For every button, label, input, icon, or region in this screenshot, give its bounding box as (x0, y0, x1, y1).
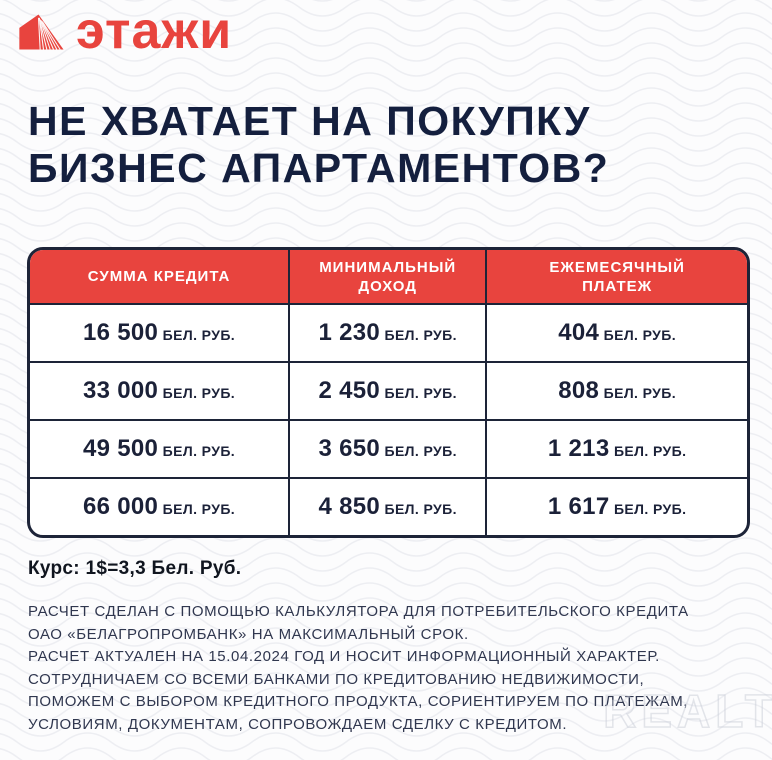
table-row: 33 000 БЕЛ. РУБ. 2 450 БЕЛ. РУБ. 808 БЕЛ… (30, 361, 747, 419)
cell-amount: 49 500 (83, 435, 159, 462)
disclaimer-line: УСЛОВИЯМ, ДОКУМЕНТАМ, СОПРОВОЖДАЕМ СДЕЛК… (28, 715, 568, 733)
table-row: 66 000 БЕЛ. РУБ. 4 850 БЕЛ. РУБ. 1 617 Б… (30, 477, 747, 535)
disclaimer-line: РАСЧЕТ СДЕЛАН С ПОМОЩЬЮ КАЛЬКУЛЯТОРА ДЛЯ… (28, 603, 689, 620)
cell-unit: БЕЛ. РУБ. (613, 443, 687, 459)
cell-credit-sum: 49 500 БЕЛ. РУБ. (30, 419, 289, 477)
cell-amount: 4 850 (318, 493, 381, 520)
cell-amount: 16 500 (83, 319, 159, 346)
cell-unit: БЕЛ. РУБ. (384, 327, 457, 343)
disclaimer-line: РАСЧЕТ АКТУАЛЕН НА 15.04.2024 ГОД И НОСИ… (28, 648, 660, 665)
cell-monthly-payment: 1 213 БЕЛ. РУБ. (485, 419, 747, 477)
cell-unit: БЕЛ. РУБ. (162, 443, 236, 459)
etazhi-house-icon (19, 14, 64, 50)
cell-unit: БЕЛ. РУБ. (162, 501, 236, 517)
cell-amount: 1 230 (318, 319, 381, 346)
exchange-rate-note: Курс: 1$=3,3 Бел. Руб. (28, 558, 242, 579)
cell-amount: 3 650 (318, 435, 381, 462)
cell-unit: БЕЛ. РУБ. (162, 385, 236, 401)
page-title-line2: БИЗНЕС АПАРТАМЕНТОВ? (28, 145, 610, 191)
cell-unit: БЕЛ. РУБ. (603, 385, 677, 401)
cell-amount: 404 (558, 319, 600, 346)
page-title-line1: НЕ ХВАТАЕТ НА ПОКУПКУ (28, 98, 591, 144)
page-title: НЕ ХВАТАЕТ НА ПОКУПКУ БИЗНЕС АПАРТАМЕНТО… (28, 98, 609, 192)
cell-monthly-payment: 404 БЕЛ. РУБ. (485, 303, 747, 361)
column-header-credit-sum: СУММА КРЕДИТА (30, 250, 289, 303)
cell-unit: БЕЛ. РУБ. (162, 327, 236, 343)
cell-min-income: 1 230 БЕЛ. РУБ. (288, 303, 486, 361)
cell-amount: 808 (558, 377, 600, 404)
cell-unit: БЕЛ. РУБ. (384, 385, 457, 401)
column-header-min-income: МИНИМАЛЬНЫЙ ДОХОД (288, 250, 486, 303)
brand-logo: этажи (16, 2, 233, 60)
cell-unit: БЕЛ. РУБ. (603, 327, 677, 343)
table-row: 16 500 БЕЛ. РУБ. 1 230 БЕЛ. РУБ. 404 БЕЛ… (30, 303, 747, 361)
table-row: 49 500 БЕЛ. РУБ. 3 650 БЕЛ. РУБ. 1 213 Б… (30, 419, 747, 477)
cell-min-income: 4 850 БЕЛ. РУБ. (288, 477, 486, 535)
brand-name: этажи (76, 2, 233, 60)
cell-credit-sum: 66 000 БЕЛ. РУБ. (30, 477, 289, 535)
cell-amount: 66 000 (83, 493, 159, 520)
table-header-row: СУММА КРЕДИТА МИНИМАЛЬНЫЙ ДОХОД ЕЖЕМЕСЯЧ… (30, 250, 747, 303)
cell-unit: БЕЛ. РУБ. (384, 443, 457, 459)
column-header-monthly-payment: ЕЖЕМЕСЯЧНЫЙ ПЛАТЕЖ (485, 250, 747, 303)
disclaimer-line: ПОМОЖЕМ С ВЫБОРОМ КРЕДИТНОГО ПРОДУКТА, С… (28, 693, 689, 710)
cell-monthly-payment: 808 БЕЛ. РУБ. (485, 361, 747, 419)
cell-credit-sum: 33 000 БЕЛ. РУБ. (30, 361, 289, 419)
cell-credit-sum: 16 500 БЕЛ. РУБ. (30, 303, 289, 361)
cell-amount: 1 617 (547, 493, 610, 520)
disclaimer-line: ОАО «БЕЛАГРОПРОМБАНК» НА МАКСИМАЛЬНЫЙ СР… (28, 625, 469, 643)
disclaimer-line: СОТРУДНИЧАЕМ СО ВСЕМИ БАНКАМИ ПО КРЕДИТО… (28, 670, 645, 688)
cell-amount: 2 450 (318, 377, 381, 404)
realt-watermark: REALT (602, 684, 772, 738)
cell-min-income: 2 450 БЕЛ. РУБ. (288, 361, 486, 419)
disclaimer-text: РАСЧЕТ СДЕЛАН С ПОМОЩЬЮ КАЛЬКУЛЯТОРА ДЛЯ… (28, 601, 744, 736)
credit-table: СУММА КРЕДИТА МИНИМАЛЬНЫЙ ДОХОД ЕЖЕМЕСЯЧ… (27, 247, 750, 538)
cell-unit: БЕЛ. РУБ. (613, 501, 687, 517)
cell-amount: 1 213 (547, 435, 610, 462)
cell-amount: 33 000 (83, 377, 159, 404)
cell-monthly-payment: 1 617 БЕЛ. РУБ. (485, 477, 747, 535)
cell-unit: БЕЛ. РУБ. (384, 501, 457, 517)
cell-min-income: 3 650 БЕЛ. РУБ. (288, 419, 486, 477)
